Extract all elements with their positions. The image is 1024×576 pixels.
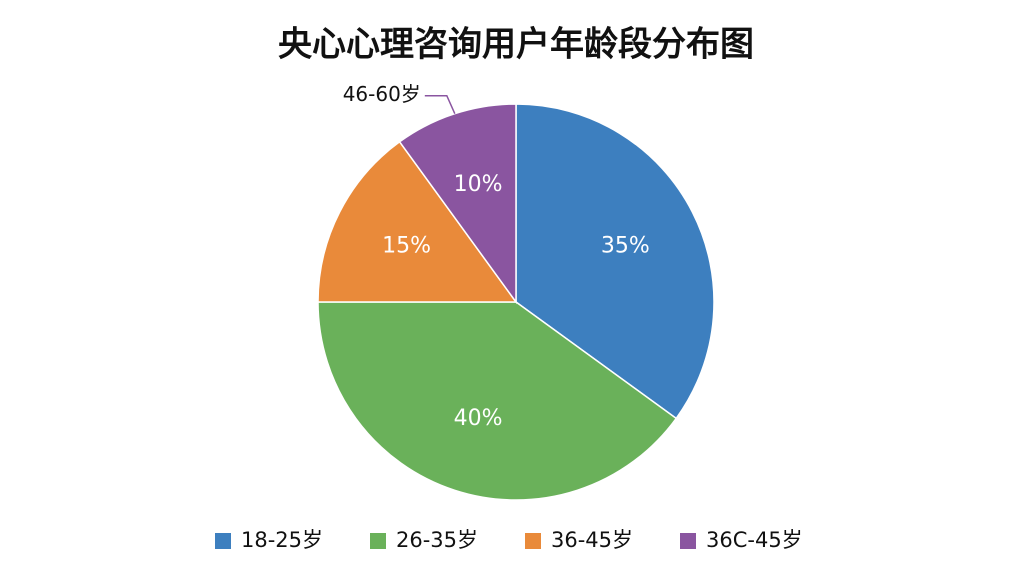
legend-swatch: [525, 533, 541, 549]
slice-label: 35%: [601, 233, 650, 258]
pie-slice: [398, 103, 517, 305]
pie-slice: [317, 301, 678, 501]
legend-label: 18-25岁: [241, 528, 323, 552]
legend-swatch: [370, 533, 386, 549]
annotation: 46-60岁: [343, 82, 421, 106]
slice-label: 15%: [382, 233, 431, 258]
pie-slice: [515, 103, 715, 420]
legend-label: 36-45岁: [551, 528, 633, 552]
annotation-leader: [424, 94, 456, 114]
legend-swatch: [215, 533, 231, 549]
legend-label: 26-35岁: [396, 528, 478, 552]
pie-slice: [317, 140, 518, 303]
chart-title: 央心心理咨询用户年龄段分布图: [278, 25, 754, 65]
legend-swatch: [680, 533, 696, 549]
legend-label: 36C-45岁: [706, 528, 803, 552]
slice-label: 40%: [454, 406, 503, 431]
slice-label: 10%: [454, 172, 503, 197]
